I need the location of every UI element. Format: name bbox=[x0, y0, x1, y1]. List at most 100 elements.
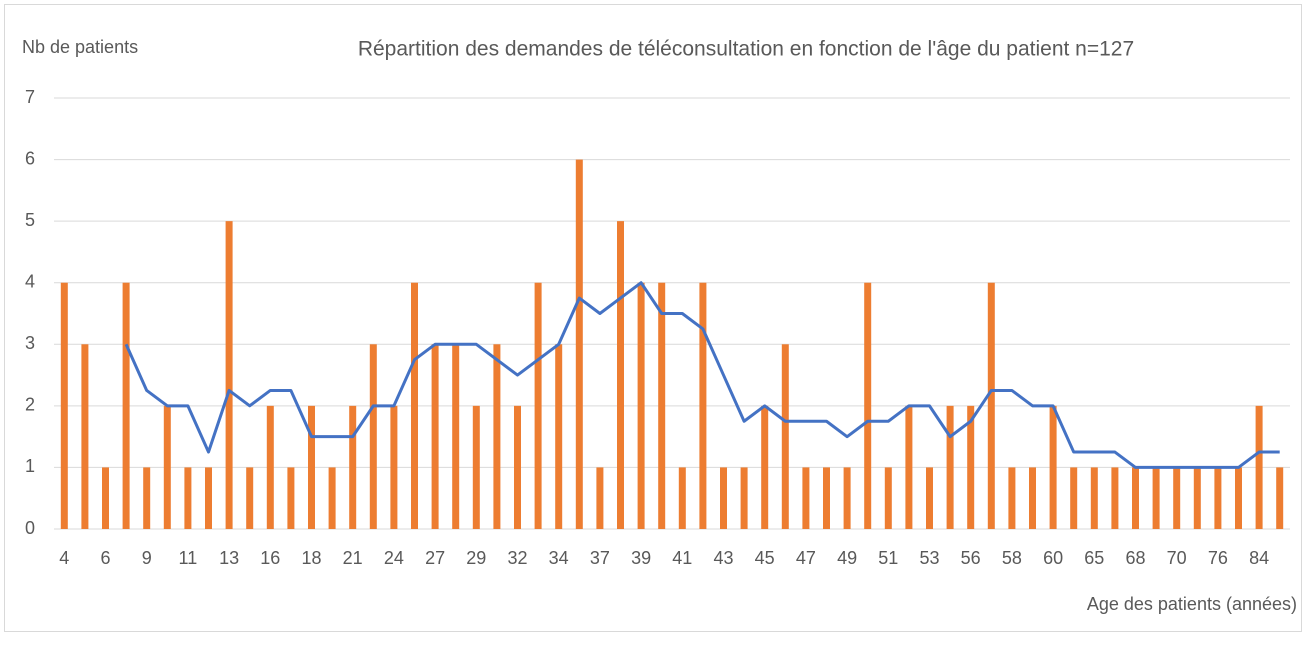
y-tick-label: 3 bbox=[25, 333, 35, 353]
bar bbox=[699, 282, 707, 529]
bar bbox=[60, 282, 68, 529]
x-tick-label: 13 bbox=[219, 548, 239, 568]
bar bbox=[740, 467, 748, 529]
bar bbox=[781, 344, 789, 529]
bar bbox=[534, 282, 542, 529]
bar bbox=[1235, 467, 1242, 529]
x-tick-label: 49 bbox=[837, 548, 857, 568]
x-tick-label: 47 bbox=[796, 548, 816, 568]
x-tick-label: 53 bbox=[919, 548, 939, 568]
x-tick-label: 24 bbox=[384, 548, 404, 568]
bar bbox=[1029, 467, 1036, 529]
bar bbox=[843, 467, 851, 529]
y-tick-label: 2 bbox=[25, 395, 35, 415]
bar bbox=[658, 282, 666, 529]
bar bbox=[163, 405, 171, 529]
bar bbox=[452, 344, 460, 529]
bar bbox=[720, 467, 727, 529]
bar bbox=[905, 405, 913, 529]
x-tick-label: 32 bbox=[507, 548, 527, 568]
bar bbox=[225, 221, 233, 529]
line bbox=[124, 281, 1280, 469]
x-tick-label: 43 bbox=[713, 548, 733, 568]
x-tick-label: 9 bbox=[142, 548, 152, 568]
bar bbox=[1132, 467, 1139, 529]
bar bbox=[184, 467, 192, 529]
bar bbox=[1008, 467, 1016, 529]
bar bbox=[472, 405, 480, 529]
chart-title: Répartition des demandes de téléconsulta… bbox=[358, 38, 1134, 61]
bar bbox=[864, 282, 872, 529]
bar bbox=[493, 344, 501, 529]
y-tick-label: 4 bbox=[25, 271, 35, 291]
x-tick-label: 51 bbox=[878, 548, 898, 568]
y-tick-label: 0 bbox=[25, 518, 35, 538]
bar bbox=[411, 282, 418, 529]
bar bbox=[1276, 467, 1284, 529]
bar bbox=[1193, 467, 1201, 529]
x-tick-label: 68 bbox=[1125, 548, 1145, 568]
bar bbox=[967, 405, 975, 529]
x-tick-label: 60 bbox=[1043, 548, 1063, 568]
bar bbox=[575, 159, 583, 530]
x-axis-title: Age des patients (années) bbox=[1087, 594, 1297, 614]
bar bbox=[823, 467, 830, 529]
bar bbox=[349, 405, 357, 529]
bar bbox=[1090, 467, 1098, 529]
chart-border bbox=[4, 4, 1302, 632]
bar bbox=[205, 467, 212, 529]
bar bbox=[884, 467, 892, 529]
x-tick-label: 29 bbox=[466, 548, 486, 568]
x-tick-label: 27 bbox=[425, 548, 445, 568]
bar bbox=[102, 467, 109, 529]
bar bbox=[266, 405, 274, 529]
x-tick-label: 76 bbox=[1208, 548, 1228, 568]
bar bbox=[287, 467, 295, 529]
x-tick-label: 16 bbox=[260, 548, 280, 568]
bar bbox=[328, 467, 336, 529]
bar bbox=[1152, 467, 1160, 529]
bar bbox=[308, 405, 315, 529]
x-tick-label: 4 bbox=[59, 548, 69, 568]
bar bbox=[761, 405, 769, 529]
bar bbox=[514, 405, 521, 529]
y-tick-label: 6 bbox=[25, 148, 35, 168]
bar bbox=[596, 467, 604, 529]
y-tick-label: 5 bbox=[25, 210, 35, 230]
x-tick-label: 11 bbox=[179, 548, 198, 568]
x-tick-label: 58 bbox=[1002, 548, 1022, 568]
y-axis-title: Nb de patients bbox=[22, 37, 138, 57]
bar bbox=[81, 344, 89, 529]
bar bbox=[122, 282, 130, 529]
bar bbox=[946, 405, 954, 529]
x-tick-label: 18 bbox=[301, 548, 321, 568]
bar bbox=[143, 467, 151, 529]
x-tick-label: 70 bbox=[1167, 548, 1187, 568]
x-tick-label: 84 bbox=[1249, 548, 1269, 568]
bar bbox=[390, 405, 398, 529]
y-tick-label: 7 bbox=[25, 87, 35, 107]
bar bbox=[1070, 467, 1078, 529]
bar bbox=[617, 221, 624, 529]
bar bbox=[555, 344, 563, 529]
bar bbox=[369, 344, 377, 529]
bar bbox=[1255, 405, 1263, 529]
x-tick-label: 56 bbox=[961, 548, 981, 568]
bar bbox=[1214, 467, 1222, 529]
bar bbox=[637, 282, 645, 529]
bar bbox=[1173, 467, 1181, 529]
x-tick-label: 41 bbox=[672, 548, 692, 568]
x-tick-label: 6 bbox=[100, 548, 110, 568]
bar bbox=[678, 467, 686, 529]
bar bbox=[926, 467, 933, 529]
x-tick-label: 65 bbox=[1084, 548, 1104, 568]
bar bbox=[246, 467, 254, 529]
x-tick-label: 34 bbox=[549, 548, 569, 568]
bar bbox=[1049, 405, 1057, 529]
x-tick-label: 21 bbox=[343, 548, 363, 568]
bar bbox=[1111, 467, 1119, 529]
x-tick-label: 45 bbox=[755, 548, 775, 568]
y-tick-label: 1 bbox=[25, 456, 35, 476]
